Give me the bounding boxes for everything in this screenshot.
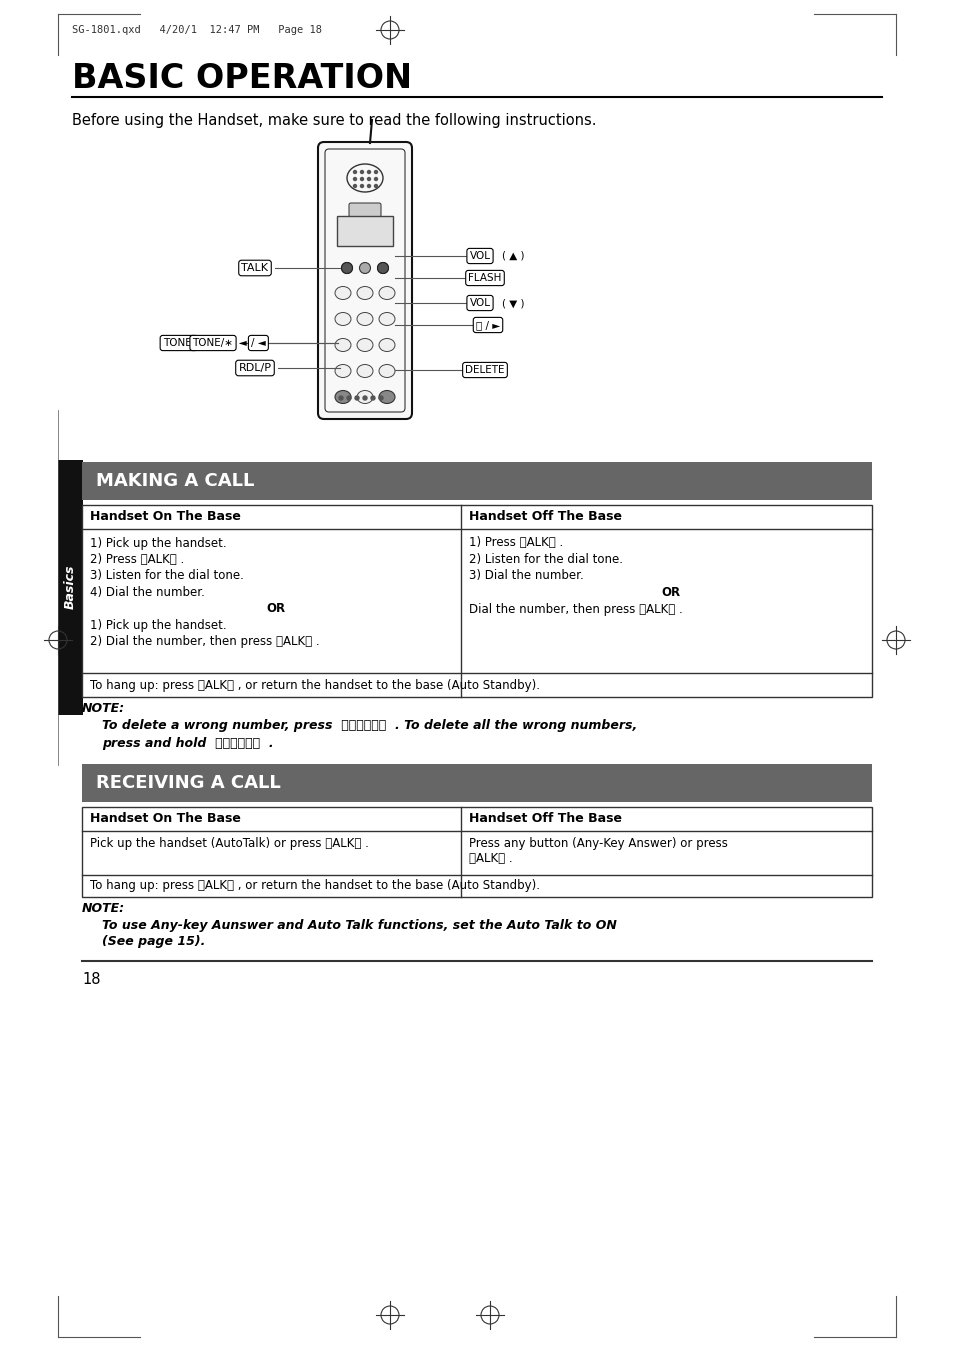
Text: ⓕ / ►: ⓕ / ► bbox=[476, 320, 499, 330]
Text: 4) Dial the number.: 4) Dial the number. bbox=[90, 586, 205, 598]
Text: ( ▼ ): ( ▼ ) bbox=[501, 299, 524, 308]
Text: NOTE:: NOTE: bbox=[82, 703, 125, 716]
Text: VOL: VOL bbox=[469, 299, 490, 308]
Text: Pick up the handset (AutoTalk) or press ⓄALKⓃ .: Pick up the handset (AutoTalk) or press … bbox=[90, 838, 369, 851]
Circle shape bbox=[378, 396, 382, 400]
Text: BASIC OPERATION: BASIC OPERATION bbox=[71, 62, 412, 95]
Circle shape bbox=[367, 185, 370, 188]
Bar bbox=[58, 459, 83, 715]
Ellipse shape bbox=[335, 286, 351, 300]
Text: 1) Pick up the handset.: 1) Pick up the handset. bbox=[90, 536, 227, 550]
Text: OR: OR bbox=[660, 586, 679, 598]
Text: To hang up: press ⓄALKⓃ , or return the handset to the base (Auto Standby).: To hang up: press ⓄALKⓃ , or return the … bbox=[90, 880, 539, 893]
Ellipse shape bbox=[378, 312, 395, 326]
Text: VOL: VOL bbox=[469, 251, 490, 261]
Ellipse shape bbox=[378, 286, 395, 300]
Circle shape bbox=[367, 170, 370, 173]
Ellipse shape bbox=[378, 365, 395, 377]
Text: To hang up: press ⓄALKⓃ , or return the handset to the base (Auto Standby).: To hang up: press ⓄALKⓃ , or return the … bbox=[90, 678, 539, 692]
Text: Handset On The Base: Handset On The Base bbox=[90, 511, 240, 523]
Text: 2) Press ⓄALKⓃ .: 2) Press ⓄALKⓃ . bbox=[90, 553, 184, 566]
Circle shape bbox=[338, 396, 343, 400]
Text: ( ▲ ): ( ▲ ) bbox=[501, 251, 524, 261]
Text: 3) Dial the number.: 3) Dial the number. bbox=[469, 570, 583, 582]
Circle shape bbox=[375, 185, 377, 188]
Text: NOTE:: NOTE: bbox=[82, 902, 125, 916]
Text: (See page 15).: (See page 15). bbox=[102, 935, 205, 948]
Text: To delete a wrong number, press  Ⓕⓔⓛⓔⓣⓔ  . To delete all the wrong numbers,: To delete a wrong number, press Ⓕⓔⓛⓔⓣⓔ .… bbox=[102, 720, 637, 732]
Circle shape bbox=[371, 396, 375, 400]
Ellipse shape bbox=[378, 390, 395, 404]
Text: 2) Listen for the dial tone.: 2) Listen for the dial tone. bbox=[469, 553, 622, 566]
Ellipse shape bbox=[356, 312, 373, 326]
Bar bbox=[82, 505, 871, 697]
Bar bbox=[82, 462, 871, 500]
Text: RDL/P: RDL/P bbox=[238, 363, 272, 373]
Text: 18: 18 bbox=[82, 971, 100, 986]
Bar bbox=[82, 807, 871, 897]
Circle shape bbox=[341, 262, 352, 273]
Ellipse shape bbox=[356, 390, 373, 404]
Ellipse shape bbox=[378, 339, 395, 351]
Text: 1) Press ⓄALKⓃ .: 1) Press ⓄALKⓃ . bbox=[469, 536, 563, 550]
Circle shape bbox=[354, 177, 356, 181]
Text: TONE/∗: TONE/∗ bbox=[193, 338, 233, 349]
Text: 1) Pick up the handset.: 1) Pick up the handset. bbox=[90, 619, 227, 632]
Text: TALK: TALK bbox=[241, 263, 268, 273]
Circle shape bbox=[347, 396, 351, 400]
Text: / ◄: / ◄ bbox=[251, 338, 266, 349]
Circle shape bbox=[363, 396, 367, 400]
Text: Before using the Handset, make sure to read the following instructions.: Before using the Handset, make sure to r… bbox=[71, 112, 596, 127]
Text: 3) Listen for the dial tone.: 3) Listen for the dial tone. bbox=[90, 570, 244, 582]
Circle shape bbox=[375, 170, 377, 173]
Text: Handset Off The Base: Handset Off The Base bbox=[469, 511, 621, 523]
Ellipse shape bbox=[356, 286, 373, 300]
Ellipse shape bbox=[356, 339, 373, 351]
Ellipse shape bbox=[335, 390, 351, 404]
Text: Handset On The Base: Handset On The Base bbox=[90, 812, 240, 825]
Ellipse shape bbox=[335, 365, 351, 377]
Text: TONE/: TONE/ bbox=[163, 338, 194, 349]
Circle shape bbox=[359, 262, 370, 273]
Text: To use Any-key Aunswer and Auto Talk functions, set the Auto Talk to ON: To use Any-key Aunswer and Auto Talk fun… bbox=[102, 920, 617, 932]
Circle shape bbox=[360, 185, 363, 188]
Circle shape bbox=[354, 170, 356, 173]
Circle shape bbox=[355, 396, 358, 400]
Text: press and hold  Ⓕⓔⓛⓔⓣⓔ  .: press and hold Ⓕⓔⓛⓔⓣⓔ . bbox=[102, 738, 274, 751]
Text: DELETE: DELETE bbox=[465, 365, 504, 376]
Circle shape bbox=[354, 185, 356, 188]
Bar bbox=[82, 765, 871, 802]
Text: OR: OR bbox=[266, 603, 285, 616]
Circle shape bbox=[377, 262, 388, 273]
Bar bbox=[336, 216, 393, 246]
Text: MAKING A CALL: MAKING A CALL bbox=[96, 471, 254, 490]
Text: Basics: Basics bbox=[64, 565, 76, 609]
Ellipse shape bbox=[335, 339, 351, 351]
Text: Dial the number, then press ⓄALKⓃ .: Dial the number, then press ⓄALKⓃ . bbox=[469, 603, 682, 616]
Text: 2) Dial the number, then press ⓄALKⓃ .: 2) Dial the number, then press ⓄALKⓃ . bbox=[90, 635, 319, 648]
Circle shape bbox=[377, 262, 388, 273]
FancyBboxPatch shape bbox=[349, 203, 380, 218]
Text: ⓄALKⓃ .: ⓄALKⓃ . bbox=[469, 852, 513, 866]
Text: / ◄: / ◄ bbox=[232, 338, 247, 349]
Text: FLASH: FLASH bbox=[468, 273, 501, 282]
Text: Press any button (Any-Key Answer) or press: Press any button (Any-Key Answer) or pre… bbox=[469, 838, 727, 851]
Circle shape bbox=[341, 262, 352, 273]
Text: Handset Off The Base: Handset Off The Base bbox=[469, 812, 621, 825]
Text: SG-1801.qxd   4/20/1  12:47 PM   Page 18: SG-1801.qxd 4/20/1 12:47 PM Page 18 bbox=[71, 26, 322, 35]
Ellipse shape bbox=[356, 365, 373, 377]
Circle shape bbox=[360, 177, 363, 181]
Circle shape bbox=[360, 170, 363, 173]
Circle shape bbox=[375, 177, 377, 181]
Circle shape bbox=[367, 177, 370, 181]
Ellipse shape bbox=[335, 312, 351, 326]
FancyBboxPatch shape bbox=[317, 142, 412, 419]
Text: RECEIVING A CALL: RECEIVING A CALL bbox=[96, 774, 280, 792]
